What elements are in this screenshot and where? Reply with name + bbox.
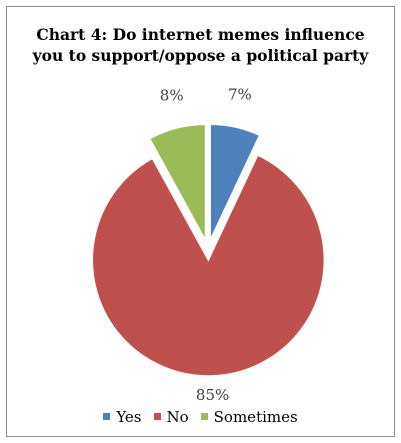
legend-swatch-yes (103, 413, 111, 420)
legend-label-no: No (166, 408, 189, 426)
legend-item-sometimes: Sometimes (200, 408, 298, 426)
legend-item-no: No (153, 408, 189, 426)
chart-title: Chart 4: Do internet memes influence you… (0, 24, 401, 66)
legend-label-sometimes: Sometimes (213, 408, 298, 426)
legend-swatch-no (153, 413, 161, 420)
legend-label-yes: Yes (116, 408, 142, 426)
legend: Yes No Sometimes (0, 408, 401, 426)
pie-slice-yes (209, 123, 261, 241)
chart-title-line-2: you to support/oppose a political party (32, 46, 369, 65)
chart-title-line-1: Chart 4: Do internet memes influence (36, 25, 365, 44)
pie-slice-no (91, 154, 326, 377)
data-label-sometimes: 8% (160, 87, 184, 105)
pie-slice-sometimes (148, 123, 207, 241)
data-label-no: 85% (196, 386, 229, 404)
legend-swatch-sometimes (200, 413, 208, 420)
data-label-yes: 7% (228, 86, 252, 104)
legend-item-yes: Yes (103, 408, 142, 426)
